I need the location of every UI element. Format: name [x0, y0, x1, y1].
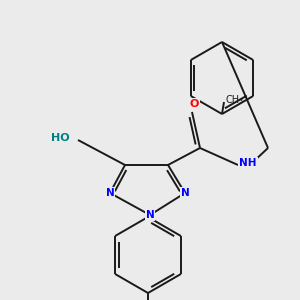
Text: O: O — [189, 99, 199, 109]
Text: N: N — [181, 188, 189, 198]
Text: N: N — [146, 210, 154, 220]
Text: HO: HO — [51, 133, 70, 143]
Text: N: N — [106, 188, 114, 198]
Text: NH: NH — [239, 158, 256, 168]
Text: CH₃: CH₃ — [226, 95, 244, 105]
